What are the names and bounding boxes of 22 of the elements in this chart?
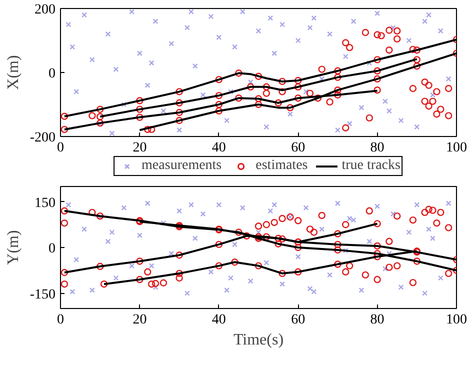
legend-label: estimates: [256, 158, 308, 174]
legend-label: measurements: [142, 158, 222, 174]
x-tick-label: 80: [370, 312, 384, 328]
legend-label: true tracks: [342, 158, 400, 174]
x-tick-label: 20: [132, 140, 147, 156]
x-axis-title: Time(s): [233, 332, 284, 348]
x-tick-label: 80: [370, 140, 384, 156]
x-tick-label: 60: [291, 140, 306, 156]
x-tick-label: 40: [212, 140, 226, 156]
y-axis-title: X(m): [4, 55, 22, 90]
y-tick-label: -200: [30, 130, 56, 146]
x-tick-label: 20: [132, 312, 147, 328]
y-tick-label: 200: [34, 2, 56, 18]
y-axis-title: Y(m): [4, 230, 22, 265]
y-tick-label: 0: [48, 242, 56, 256]
x-tick-label: 100: [446, 312, 467, 328]
x-tick-label: 40: [212, 312, 226, 328]
x-tick-label: 100: [446, 140, 467, 156]
y-tick-label: -150: [30, 287, 56, 302]
y-tick-label: 150: [34, 196, 56, 211]
x-tick-label: 60: [291, 312, 306, 328]
y-tick-label: 0: [48, 66, 56, 82]
